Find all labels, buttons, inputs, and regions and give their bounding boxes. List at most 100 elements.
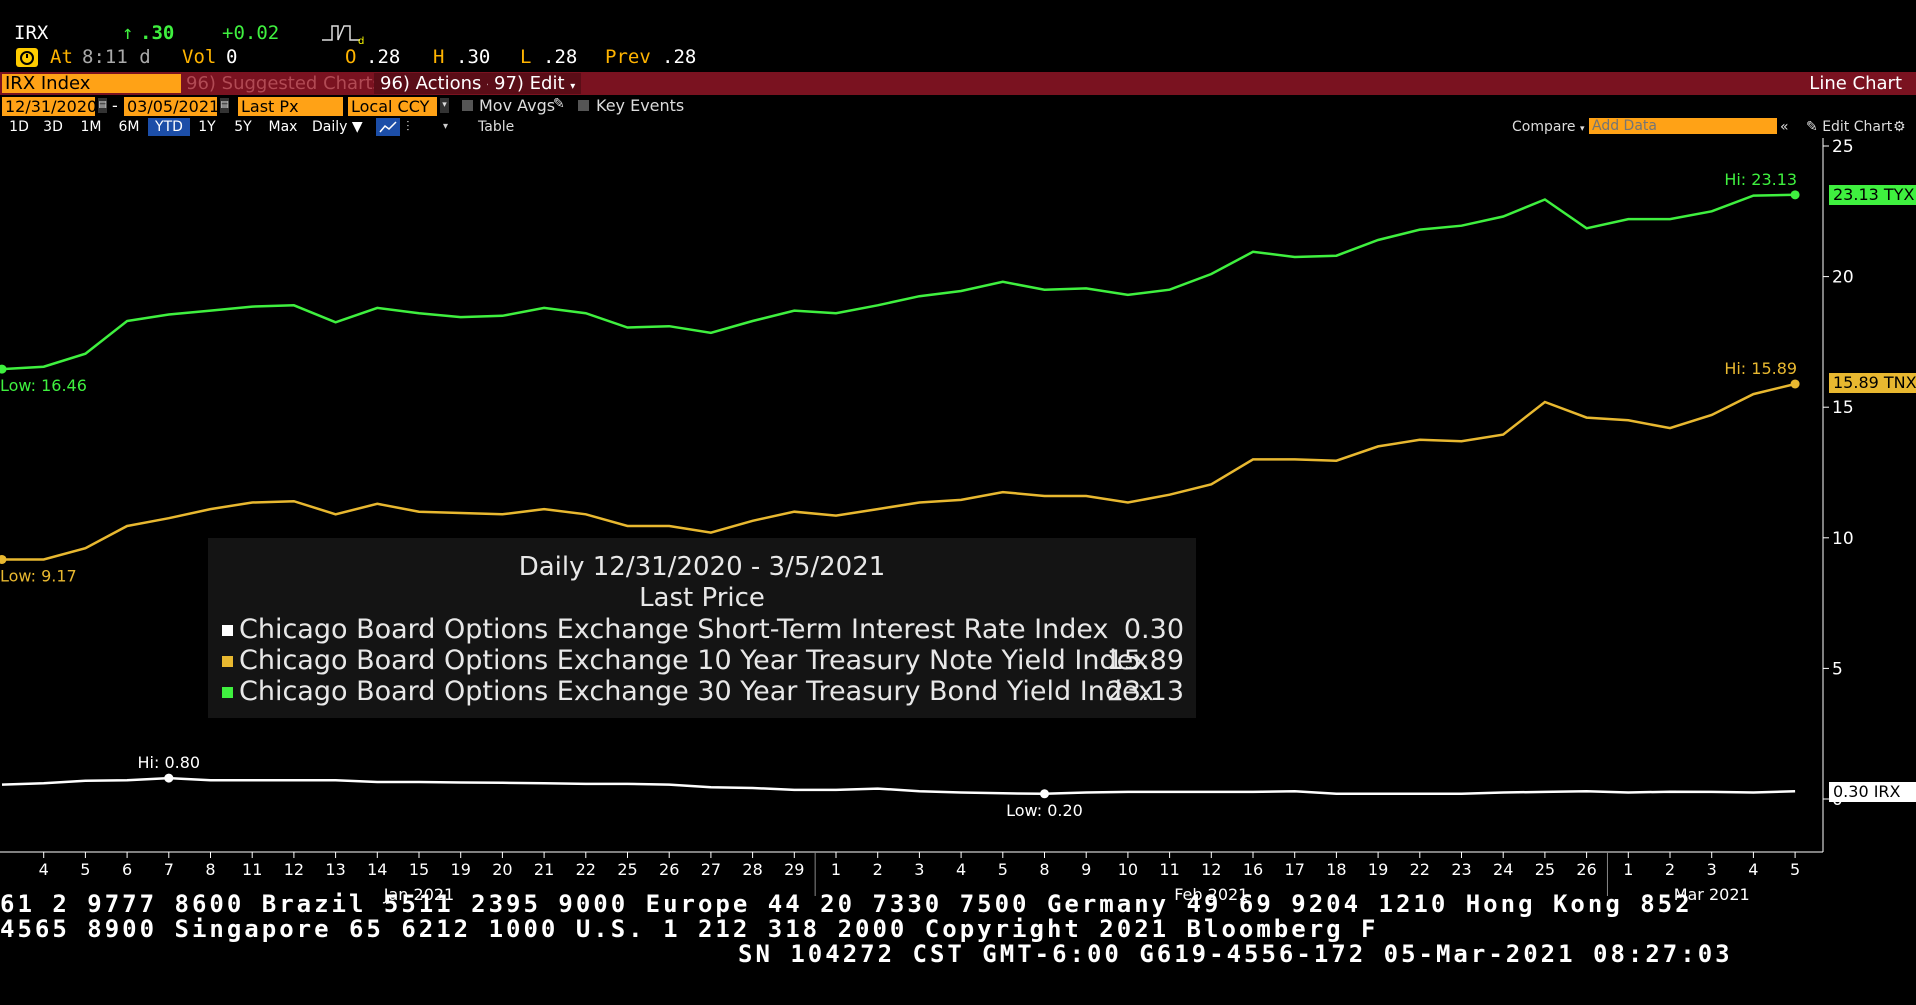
open-value: .28 xyxy=(366,46,401,68)
prev-label: Prev xyxy=(605,46,651,68)
footer-contact-line-2: 4565 8900 Singapore 65 6212 1000 U.S. 1 … xyxy=(0,915,1379,943)
gear-icon[interactable]: ⚙ xyxy=(1893,119,1906,135)
frequency-select[interactable]: Daily ▼ xyxy=(312,118,363,136)
start-date-field[interactable]: 12/31/2020 xyxy=(2,97,97,116)
security-field[interactable]: IRX Index xyxy=(2,74,181,93)
pencil-icon[interactable]: ✎ xyxy=(553,96,565,112)
month-label: Mar 2021 xyxy=(1674,885,1750,904)
field-select[interactable]: Last Px xyxy=(238,97,343,116)
quote-row: IRX ↑ .30 +0.02 d xyxy=(0,22,1916,48)
period-ytd[interactable]: YTD xyxy=(148,118,190,136)
x-tick-label: 19 xyxy=(451,860,471,879)
tyx-value-tag: 23.13 TYX xyxy=(1829,185,1916,205)
suggested-charts-menu[interactable]: 96) Suggested Charts xyxy=(186,73,382,94)
ticker-symbol[interactable]: IRX xyxy=(14,22,49,44)
x-tick-label: 18 xyxy=(1326,860,1346,879)
x-tick-label: 4 xyxy=(956,860,966,879)
x-tick-label: 22 xyxy=(576,860,596,879)
clock-icon[interactable] xyxy=(16,48,38,67)
x-tick-label: 22 xyxy=(1410,860,1430,879)
compare-menu[interactable]: Compare ▾ xyxy=(1512,118,1585,138)
hi-marker xyxy=(1790,190,1800,200)
currency-select[interactable]: Local CCY xyxy=(348,97,437,116)
x-tick-label: 2 xyxy=(873,860,883,879)
last-price: .30 xyxy=(140,22,175,44)
edit-menu[interactable]: 97) Edit ▾ xyxy=(488,73,582,94)
x-tick-label: 19 xyxy=(1368,860,1388,879)
mov-avgs-checkbox[interactable] xyxy=(462,100,473,111)
x-tick-label: 21 xyxy=(534,860,554,879)
legend-label: Chicago Board Options Exchange 30 Year T… xyxy=(239,676,1155,707)
period-6m[interactable]: 6M xyxy=(118,119,140,135)
double-chevron-icon[interactable]: « xyxy=(1780,119,1789,135)
period-5y[interactable]: 5Y xyxy=(234,119,252,135)
calendar-icon[interactable]: ▤ xyxy=(220,98,229,113)
legend-swatch xyxy=(222,687,233,698)
dropdown-icon: ▼ xyxy=(351,119,363,135)
x-tick-label: 3 xyxy=(914,860,924,879)
stats-row: At 8:11 d Vol 0 O .28 H .30 L .28 Prev .… xyxy=(0,46,1916,72)
at-time: 8:11 d xyxy=(82,46,151,68)
line-chart-icon[interactable] xyxy=(376,118,400,136)
bar-chart-icon[interactable]: ⫶ xyxy=(406,119,410,135)
x-tick-label: 5 xyxy=(1790,860,1800,879)
table-button[interactable]: Table xyxy=(478,119,515,135)
legend-value-tnx: 15.89 xyxy=(1106,645,1184,676)
calendar-icon[interactable]: ▤ xyxy=(98,98,107,113)
irx-value-tag: 0.30 IRX xyxy=(1829,782,1916,802)
edit-chart-button[interactable]: ✎ Edit Chart xyxy=(1806,118,1892,136)
x-tick-label: 1 xyxy=(831,860,841,879)
x-tick-label: 28 xyxy=(742,860,762,879)
legend-row-irx[interactable]: Chicago Board Options Exchange Short-Ter… xyxy=(222,614,1109,645)
low-label: Low: 16.46 xyxy=(0,376,87,395)
x-tick-label: 4 xyxy=(39,860,49,879)
period-1y[interactable]: 1Y xyxy=(198,119,216,135)
prev-value: .28 xyxy=(662,46,697,68)
low-label: Low: 9.17 xyxy=(0,566,77,585)
footer-contact-line-1: 61 2 9777 8600 Brazil 5511 2395 9000 Eur… xyxy=(0,890,1693,918)
x-tick-label: 11 xyxy=(1159,860,1179,879)
x-tick-label: 13 xyxy=(325,860,345,879)
edit-chart-label: Edit Chart xyxy=(1822,119,1893,135)
x-tick-label: 10 xyxy=(1118,860,1138,879)
x-tick-label: 7 xyxy=(164,860,174,879)
low-label: Low: 0.20 xyxy=(1006,801,1083,820)
vol-label: Vol xyxy=(182,46,217,68)
series-line-tnx xyxy=(2,382,1796,561)
actions-menu[interactable]: 96) Actions ▾ xyxy=(374,73,499,94)
dropdown-icon: ▾ xyxy=(570,81,576,92)
period-1m[interactable]: 1M xyxy=(80,119,102,135)
end-date-field[interactable]: 03/05/2021 xyxy=(124,97,219,116)
low-marker xyxy=(0,364,7,374)
x-tick-label: 25 xyxy=(1535,860,1555,879)
tnx-value-tag: 15.89 TNX xyxy=(1829,373,1916,393)
period-3d[interactable]: 3D xyxy=(43,119,63,135)
edit-label: 97) Edit xyxy=(494,73,565,94)
period-1d[interactable]: 1D xyxy=(9,119,29,135)
dropdown-icon: ▾ xyxy=(1579,124,1585,134)
x-tick-label: 8 xyxy=(205,860,215,879)
x-tick-label: 15 xyxy=(409,860,429,879)
add-data-input[interactable] xyxy=(1589,118,1777,134)
low-marker xyxy=(0,554,7,564)
dropdown-icon[interactable]: ▾ xyxy=(443,121,449,132)
period-max[interactable]: Max xyxy=(268,119,298,135)
x-tick-label: 26 xyxy=(659,860,679,879)
legend-swatch xyxy=(222,656,233,667)
legend-row-tnx[interactable]: Chicago Board Options Exchange 10 Year T… xyxy=(222,645,1149,676)
x-tick-label: 16 xyxy=(1243,860,1263,879)
dropdown-icon[interactable]: ▾ xyxy=(440,98,449,113)
open-label: O xyxy=(345,46,357,68)
x-tick-label: 4 xyxy=(1748,860,1758,879)
x-tick-label: 25 xyxy=(617,860,637,879)
x-tick-label: 24 xyxy=(1493,860,1513,879)
hi-label: Hi: 0.80 xyxy=(138,753,201,772)
low-value: .28 xyxy=(543,46,578,68)
controls-row: 12/31/2020 ▤ - 03/05/2021 ▤ Last Px Loca… xyxy=(0,96,1916,118)
x-tick-label: 23 xyxy=(1451,860,1471,879)
key-events-checkbox[interactable] xyxy=(578,100,589,111)
x-tick-label: 1 xyxy=(1623,860,1633,879)
legend-row-tyx[interactable]: Chicago Board Options Exchange 30 Year T… xyxy=(222,676,1154,707)
net-change: +0.02 xyxy=(222,22,280,44)
x-tick-label: 12 xyxy=(284,860,304,879)
